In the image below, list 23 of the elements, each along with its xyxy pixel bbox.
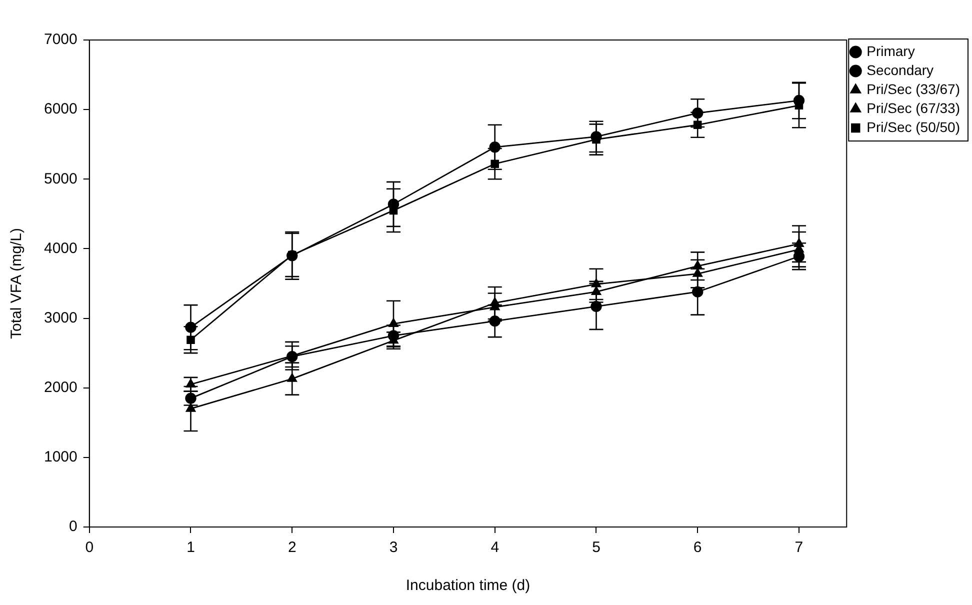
legend-label: Primary [866,42,915,59]
x-axis-title: Incubation time (d) [406,577,530,594]
x-tick-label: 4 [490,539,500,556]
x-tick-label: 1 [186,539,195,556]
y-tick-label: 6000 [44,100,78,118]
y-tick-label: 3000 [44,309,78,326]
legend-label: Secondary [866,62,934,78]
legend-label: Pri/Sec (33/67) [866,80,960,97]
y-tick-label: 7000 [44,31,78,48]
y-tick-label: 0 [69,518,78,536]
y-tick-label: 2000 [44,379,78,396]
legend-label: Pri/Sec (67/33) [866,100,960,116]
legend-label: Pri/Sec (50/50) [866,118,960,135]
x-tick-label: 5 [592,539,600,556]
x-tick-label: 2 [288,539,296,556]
x-tick-label: 3 [389,539,398,556]
y-tick-label: 1000 [44,448,78,466]
x-tick-label: 6 [693,539,702,556]
x-tick-label: 0 [85,539,94,556]
x-tick-label: 7 [794,539,804,556]
y-tick-label: 5000 [44,170,78,188]
y-tick-label: 4000 [44,240,78,257]
y-axis-title: Total VFA (mg/L) [8,228,26,339]
